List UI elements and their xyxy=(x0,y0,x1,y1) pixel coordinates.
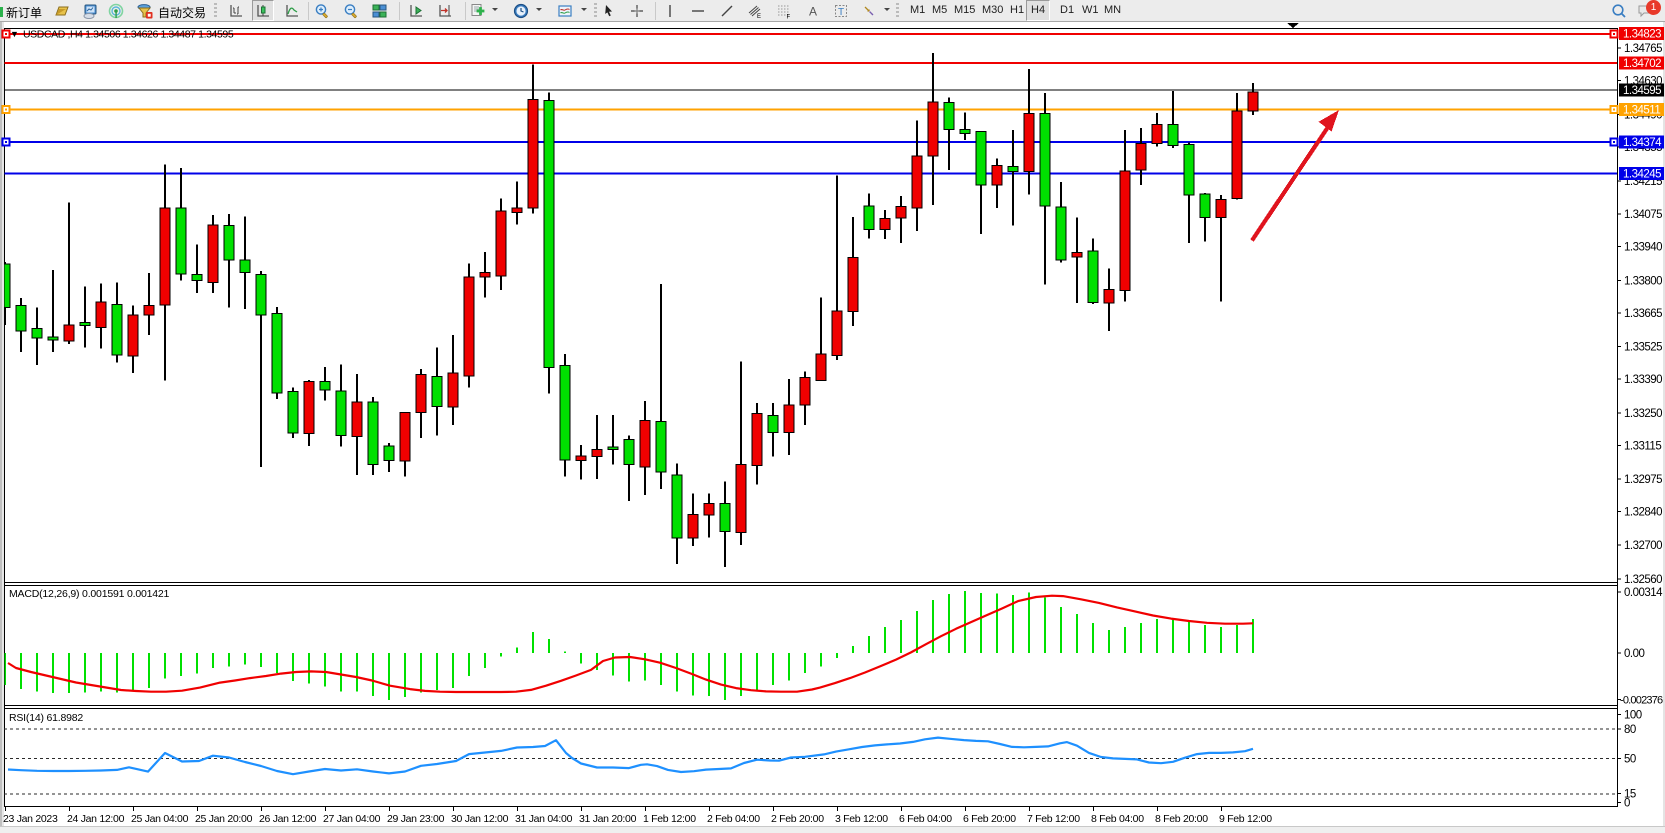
svg-text:31 Jan 04:00: 31 Jan 04:00 xyxy=(515,813,573,825)
svg-text:100: 100 xyxy=(1624,710,1642,722)
svg-text:1.34511: 1.34511 xyxy=(1623,105,1660,117)
svg-text:A: A xyxy=(809,5,817,19)
svg-text:1.33115: 1.33115 xyxy=(1624,440,1661,452)
svg-text:T: T xyxy=(838,7,844,18)
svg-text:7 Feb 12:00: 7 Feb 12:00 xyxy=(1027,813,1080,825)
svg-text:1.33390: 1.33390 xyxy=(1624,374,1662,386)
svg-text:2 Feb 20:00: 2 Feb 20:00 xyxy=(771,813,824,825)
svg-text:9 Feb 12:00: 9 Feb 12:00 xyxy=(1219,813,1272,825)
svg-text:1.34702: 1.34702 xyxy=(1623,58,1661,70)
svg-text:2 Feb 04:00: 2 Feb 04:00 xyxy=(707,813,760,825)
svg-text:29 Jan 23:00: 29 Jan 23:00 xyxy=(387,813,445,825)
svg-text:26 Jan 12:00: 26 Jan 12:00 xyxy=(259,813,317,825)
svg-text:50: 50 xyxy=(1624,754,1636,766)
svg-text:6 Feb 04:00: 6 Feb 04:00 xyxy=(899,813,952,825)
svg-text:1.33940: 1.33940 xyxy=(1624,242,1662,254)
svg-text:80: 80 xyxy=(1624,724,1636,736)
svg-text:3 Feb 12:00: 3 Feb 12:00 xyxy=(835,813,888,825)
svg-text:1.34245: 1.34245 xyxy=(1623,168,1661,180)
svg-text:1 Feb 12:00: 1 Feb 12:00 xyxy=(643,813,696,825)
svg-text:1.34823: 1.34823 xyxy=(1623,29,1661,41)
svg-text:1.34374: 1.34374 xyxy=(1623,137,1662,149)
svg-text:E: E xyxy=(757,14,761,19)
svg-text:0.00: 0.00 xyxy=(1624,648,1644,660)
svg-text:31 Jan 20:00: 31 Jan 20:00 xyxy=(579,813,637,825)
svg-text:1.33250: 1.33250 xyxy=(1624,408,1662,420)
svg-text:1.34075: 1.34075 xyxy=(1624,209,1662,221)
svg-text:1.32975: 1.32975 xyxy=(1624,474,1662,486)
svg-text:MACD(12,26,9) 0.001591 0.00142: MACD(12,26,9) 0.001591 0.001421 xyxy=(9,588,170,600)
svg-text:-0.002376: -0.002376 xyxy=(1620,695,1663,707)
svg-text:8 Feb 20:00: 8 Feb 20:00 xyxy=(1155,813,1208,825)
svg-text:1.33665: 1.33665 xyxy=(1624,308,1662,320)
svg-text:24 Jan 12:00: 24 Jan 12:00 xyxy=(67,813,125,825)
svg-text:1.32560: 1.32560 xyxy=(1624,574,1662,586)
svg-text:8 Feb 04:00: 8 Feb 04:00 xyxy=(1091,813,1144,825)
svg-text:RSI(14) 61.8982: RSI(14) 61.8982 xyxy=(9,712,83,724)
svg-text:0.00314: 0.00314 xyxy=(1624,587,1663,599)
svg-text:▼: ▼ xyxy=(10,29,19,39)
svg-text:25 Jan 04:00: 25 Jan 04:00 xyxy=(131,813,189,825)
svg-text:30 Jan 12:00: 30 Jan 12:00 xyxy=(451,813,509,825)
svg-text:27 Jan 04:00: 27 Jan 04:00 xyxy=(323,813,381,825)
svg-text:F: F xyxy=(787,15,791,20)
svg-text:1.33800: 1.33800 xyxy=(1624,275,1662,287)
svg-text:15: 15 xyxy=(1624,789,1636,801)
svg-text:USDCAD ,H4 1.34506 1.34626 1.: USDCAD ,H4 1.34506 1.34626 1.34487 1.345… xyxy=(23,29,234,41)
svg-text:1.34595: 1.34595 xyxy=(1623,85,1661,97)
svg-text:1.32840: 1.32840 xyxy=(1624,507,1662,519)
svg-text:23 Jan 2023: 23 Jan 2023 xyxy=(3,813,58,825)
svg-text:25 Jan 20:00: 25 Jan 20:00 xyxy=(195,813,253,825)
svg-text:1.34765: 1.34765 xyxy=(1624,43,1662,55)
svg-text:1.33525: 1.33525 xyxy=(1624,342,1662,354)
svg-text:1.32700: 1.32700 xyxy=(1624,540,1662,552)
svg-text:6 Feb 20:00: 6 Feb 20:00 xyxy=(963,813,1016,825)
svg-text:0: 0 xyxy=(1624,798,1630,810)
